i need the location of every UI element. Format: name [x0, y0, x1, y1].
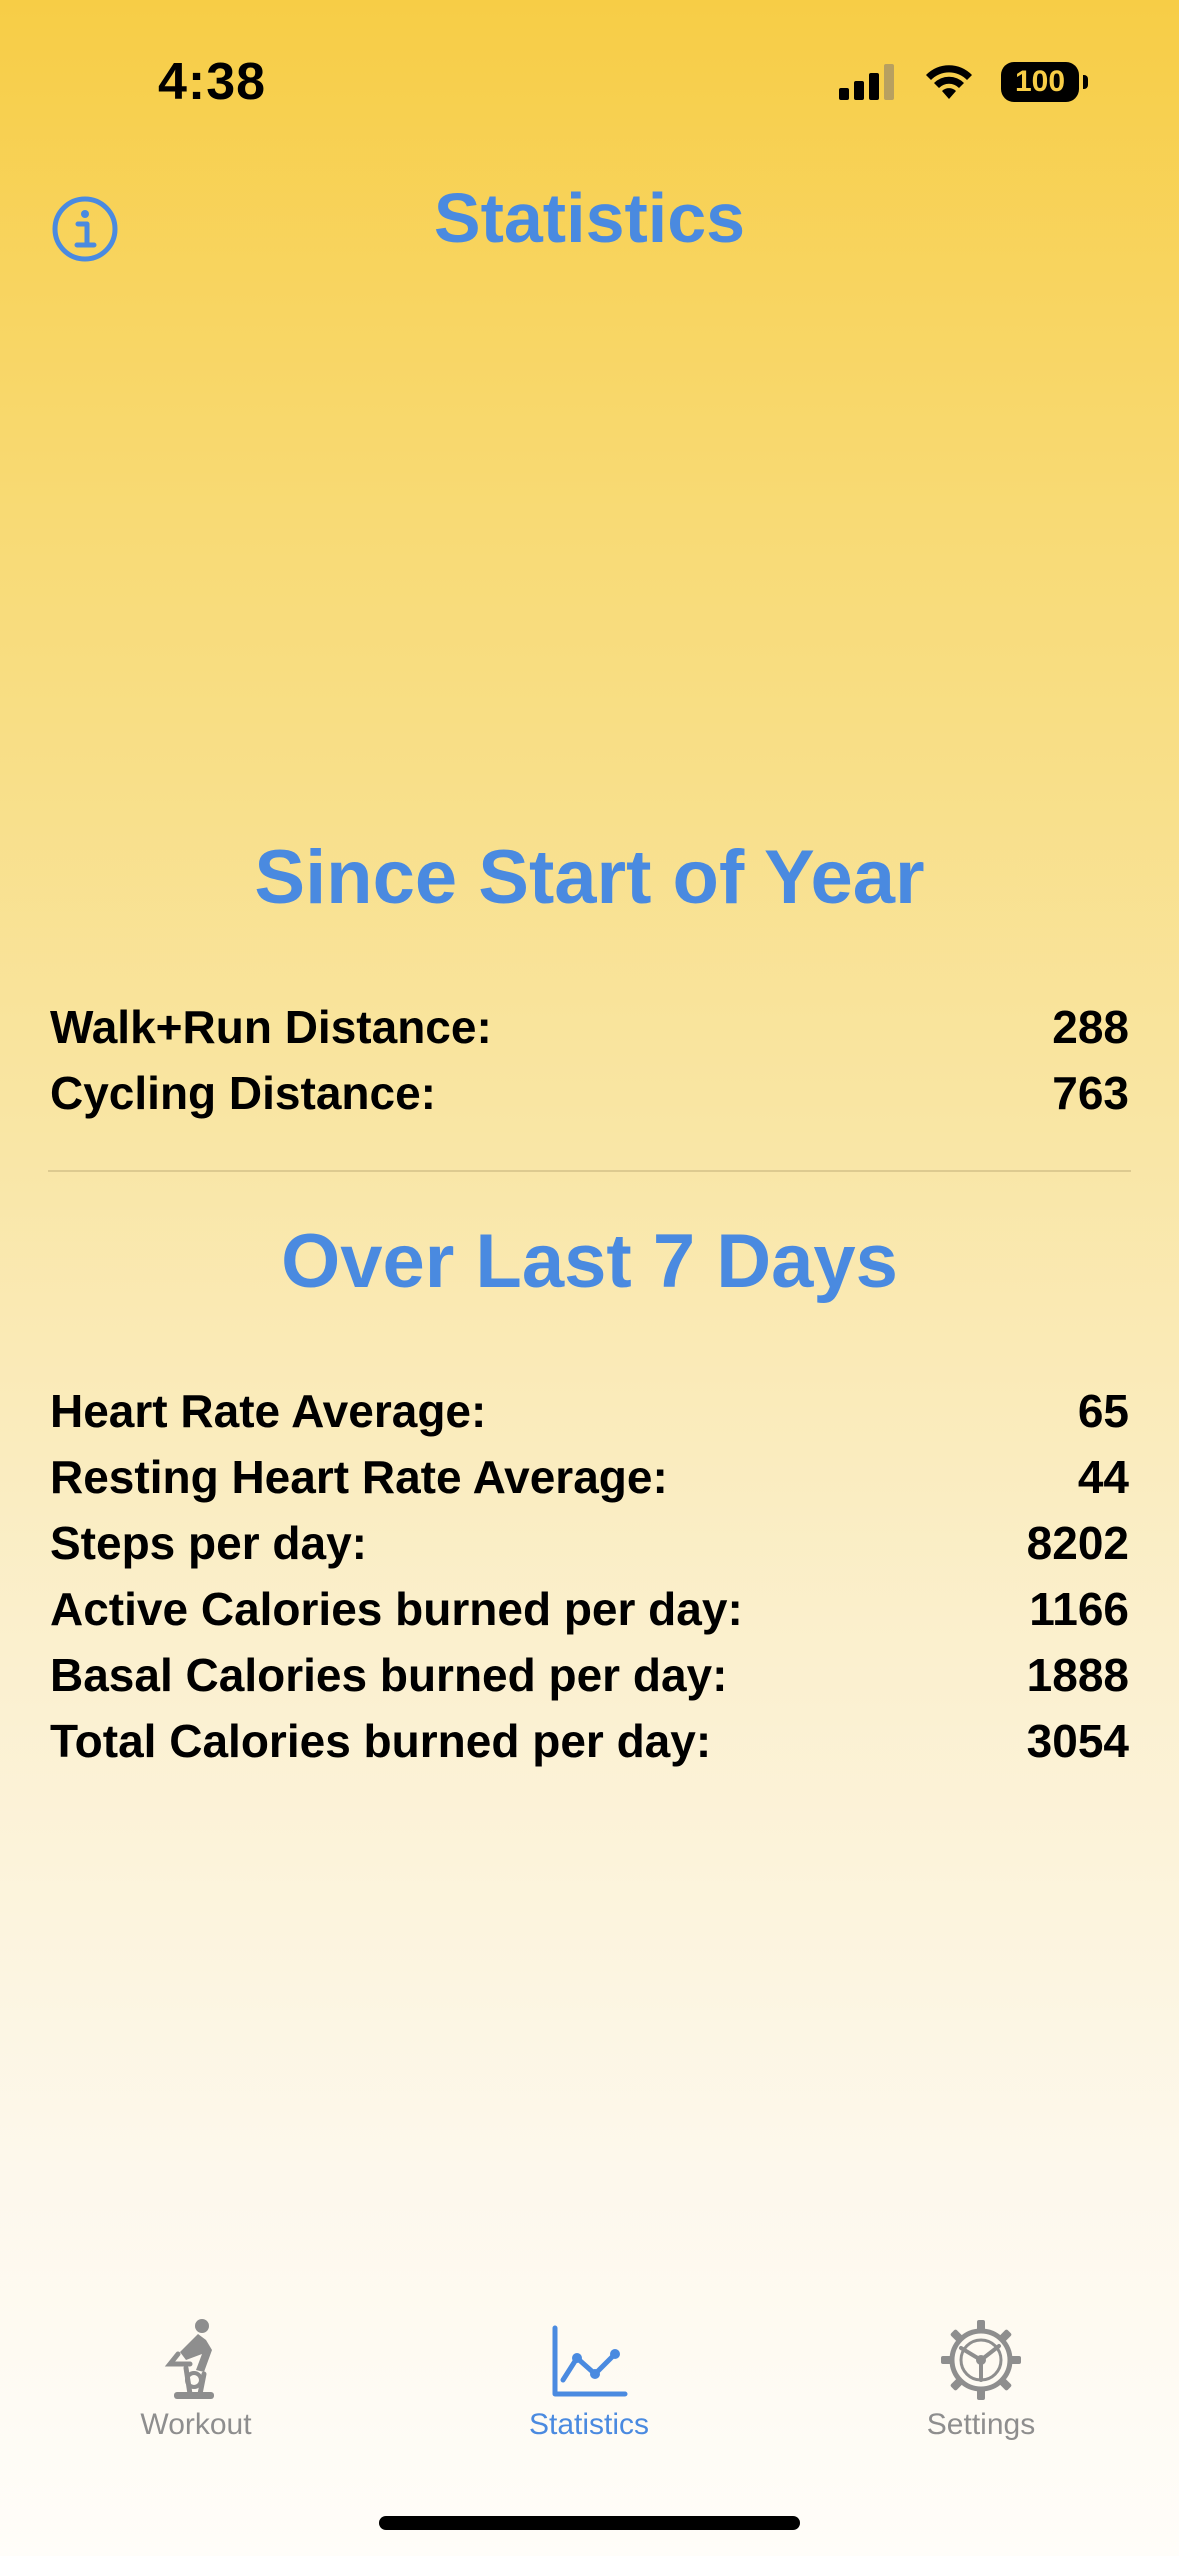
- section-divider: [48, 1170, 1131, 1172]
- stat-label: Steps per day:: [50, 1517, 367, 1569]
- battery-level: 100: [1014, 65, 1066, 98]
- battery-icon: 100: [1001, 62, 1088, 102]
- home-indicator[interactable]: [379, 2516, 800, 2530]
- page-title: Statistics: [433, 179, 746, 257]
- gear-icon: [941, 2320, 1021, 2400]
- tab-label: Workout: [140, 2408, 252, 2441]
- stat-label: Cycling Distance:: [50, 1067, 436, 1119]
- stat-value: 3054: [1026, 1715, 1129, 1767]
- stat-label: Resting Heart Rate Average:: [50, 1451, 668, 1503]
- year-stat-list: Walk+Run Distance: 288 Cycling Distance:…: [50, 994, 1129, 1126]
- wifi-icon: [926, 65, 972, 99]
- tab-label: Settings: [926, 2408, 1036, 2441]
- stat-value: 44: [1077, 1451, 1129, 1503]
- status-indicators: 100: [839, 62, 1088, 102]
- stat-label: Walk+Run Distance:: [50, 1001, 492, 1053]
- stat-value: 288: [1052, 1001, 1129, 1053]
- stat-row-heart-rate-average: Heart Rate Average: 65: [50, 1378, 1129, 1444]
- tab-settings[interactable]: Settings: [851, 2318, 1111, 2442]
- stat-label: Basal Calories burned per day:: [50, 1649, 728, 1701]
- indoor-cycle-icon: [164, 2319, 214, 2399]
- tab-workout[interactable]: Workout: [66, 2318, 326, 2442]
- line-chart-icon: [552, 2325, 628, 2397]
- stat-row-walk-run-distance: Walk+Run Distance: 288: [50, 994, 1129, 1060]
- stat-label: Active Calories burned per day:: [50, 1583, 743, 1635]
- stat-value: 1888: [1026, 1649, 1129, 1701]
- tab-statistics[interactable]: Statistics: [459, 2318, 719, 2442]
- stat-row-cycling-distance: Cycling Distance: 763: [50, 1060, 1129, 1126]
- stat-row-steps-per-day: Steps per day: 8202: [50, 1510, 1129, 1576]
- info-icon[interactable]: [50, 194, 120, 264]
- stat-label: Total Calories burned per day:: [50, 1715, 712, 1767]
- year-section-heading: Since Start of Year: [254, 835, 925, 920]
- status-time: 4:38: [158, 53, 267, 111]
- week-section-heading: Over Last 7 Days: [281, 1219, 898, 1304]
- stat-row-resting-heart-rate-average: Resting Heart Rate Average: 44: [50, 1444, 1129, 1510]
- stat-row-total-calories: Total Calories burned per day: 3054: [50, 1708, 1129, 1774]
- stat-row-basal-calories: Basal Calories burned per day: 1888: [50, 1642, 1129, 1708]
- week-stat-list: Heart Rate Average: 65 Resting Heart Rat…: [50, 1378, 1129, 1774]
- stat-value: 8202: [1026, 1517, 1129, 1569]
- cellular-signal-icon: [839, 64, 894, 100]
- stat-row-active-calories: Active Calories burned per day: 1166: [50, 1576, 1129, 1642]
- stat-value: 763: [1052, 1067, 1129, 1119]
- stat-value: 65: [1077, 1385, 1129, 1437]
- stat-label: Heart Rate Average:: [50, 1385, 487, 1437]
- tab-label: Statistics: [528, 2408, 650, 2441]
- stat-value: 1166: [1029, 1583, 1129, 1635]
